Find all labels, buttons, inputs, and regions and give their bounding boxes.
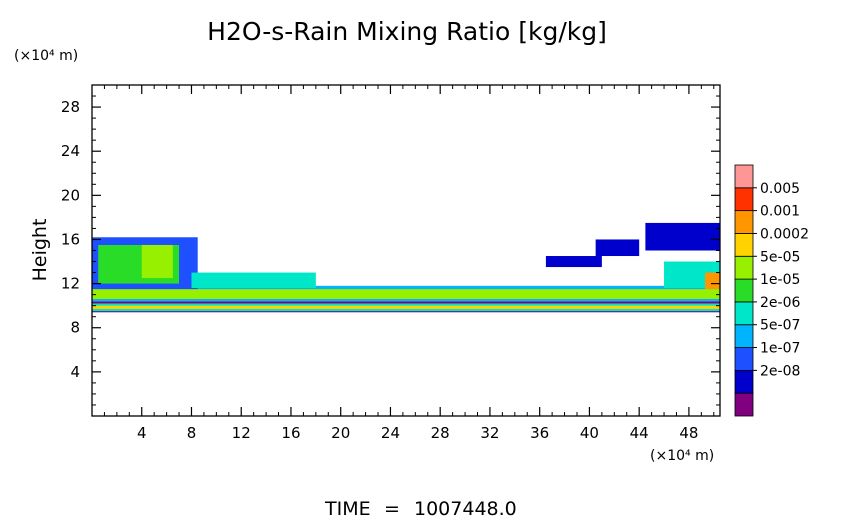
colorbar-label: 0.001: [760, 204, 800, 220]
colorbar-swatch: [734, 301, 754, 326]
x-tick-label: 40: [580, 424, 599, 442]
x-tick-label: 8: [187, 424, 197, 442]
x-tick-label: 32: [480, 424, 499, 442]
x-tick-label: 48: [679, 424, 698, 442]
colorbar-swatch: [734, 210, 754, 234]
colorbar-label: 5e-05: [760, 249, 800, 265]
time-value: 1007448.0: [414, 498, 517, 519]
x-tick-label: 16: [281, 424, 300, 442]
heatmap-region: [645, 222, 720, 251]
time-label: TIME: [324, 498, 371, 519]
x-tick-label: 36: [530, 424, 549, 442]
x-axis: 4 8 12 16 20 24 28 32 36 40 44 48: [103, 85, 715, 442]
colorbar-label: 1e-05: [760, 272, 800, 288]
colorbar: 0.005 0.001 0.0002 5e-05 1e-05 2e-06 5e-07 1e-0…: [734, 164, 809, 417]
y-tick-label: 28: [61, 98, 80, 116]
colorbar-swatch: [734, 324, 754, 348]
colorbar-swatch: [734, 347, 754, 371]
colorbar-swatch: [734, 164, 754, 189]
x-tick-label: 20: [331, 424, 350, 442]
colorbar-swatch: [734, 278, 754, 303]
colorbar-swatch: [734, 392, 754, 417]
y-tick-label: 20: [61, 186, 80, 204]
y-tick-label: 16: [61, 230, 80, 248]
colorbar-swatch: [734, 233, 754, 257]
y-unit-label: (×10⁴ m): [14, 48, 78, 64]
heatmap-regions: [92, 222, 720, 313]
heatmap-region: [545, 256, 602, 268]
heatmap-region: [705, 272, 720, 290]
heatmap-region: [595, 239, 640, 257]
x-tick-label: 44: [630, 424, 649, 442]
colorbar-label: 0.005: [760, 181, 800, 197]
colorbar-label: 2e-08: [760, 363, 800, 379]
chart-title: H2O-s-Rain Mixing Ratio [kg/kg]: [207, 17, 607, 46]
colorbar-label: 1e-07: [760, 341, 800, 357]
y-tick-label: 8: [70, 319, 80, 337]
colorbar-swatch: [734, 255, 754, 280]
y-tick-label: 4: [70, 363, 80, 381]
colorbar-swatch: [734, 369, 754, 394]
heatmap-region: [92, 305, 720, 309]
x-tick-label: 12: [232, 424, 251, 442]
heatmap-region: [92, 289, 720, 300]
x-unit-label: (×10⁴ m): [650, 448, 714, 464]
time-equals: =: [384, 498, 400, 519]
colorbar-label: 2e-06: [760, 295, 800, 311]
y-axis-label: Height: [29, 219, 51, 282]
heatmap-region: [191, 272, 316, 289]
y-tick-label: 24: [61, 142, 80, 160]
heatmap-region: [141, 244, 173, 279]
x-tick-label: 24: [381, 424, 400, 442]
colorbar-swatch: [734, 187, 754, 212]
x-tick-label: 28: [431, 424, 450, 442]
x-tick-label: 4: [137, 424, 147, 442]
colorbar-label: 5e-07: [760, 318, 800, 334]
y-tick-label: 12: [61, 275, 80, 293]
y-axis: 4 8 12 16 20 24 28: [61, 95, 720, 406]
colorbar-label: 0.0002: [760, 226, 809, 242]
